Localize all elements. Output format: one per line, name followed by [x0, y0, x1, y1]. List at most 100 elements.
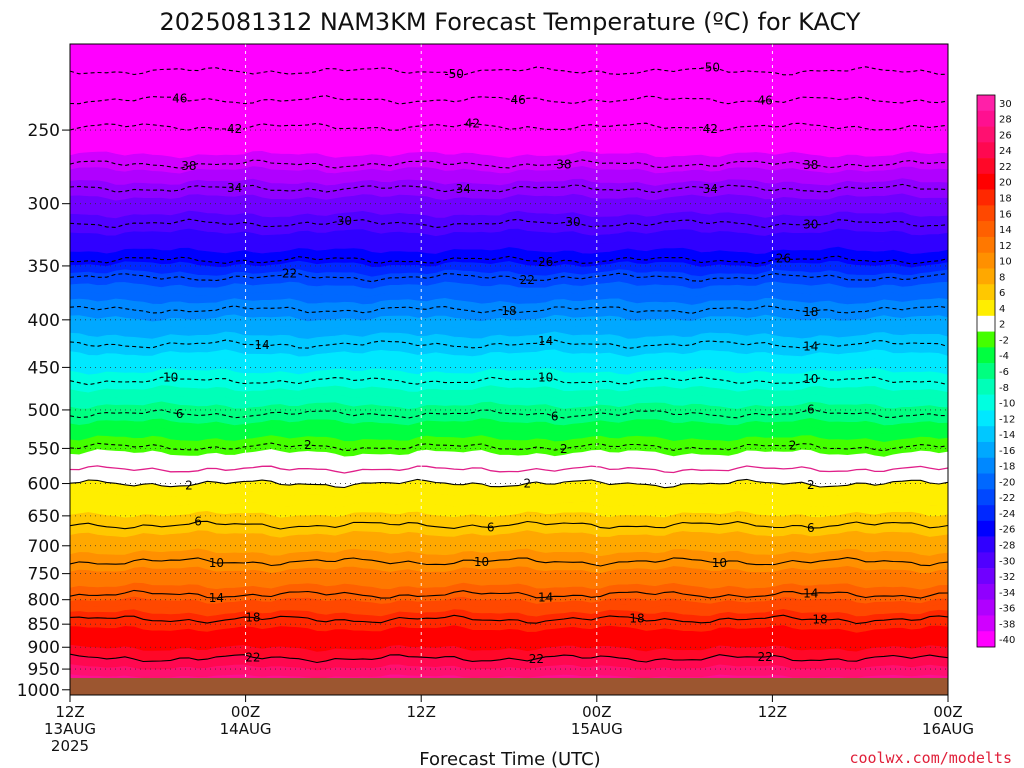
isotherm-label: 42: [465, 116, 480, 130]
colorbar-label: 30: [999, 99, 1012, 110]
isotherm-label: 42: [227, 122, 242, 136]
colorbar-label: -32: [999, 572, 1015, 583]
colorbar-cell: [977, 568, 995, 585]
y-tick-label: 950: [28, 660, 60, 680]
y-tick-label: 400: [28, 311, 60, 331]
isotherm-label: 18: [501, 304, 516, 318]
y-tick-label: 1000: [17, 681, 60, 701]
isotherm-label: 14: [254, 338, 269, 352]
colorbar-cell: [977, 236, 995, 254]
x-tick-label: 12Z: [55, 703, 84, 721]
isotherm-label: 2: [807, 478, 815, 492]
isotherm-label: 10: [803, 372, 818, 386]
isotherm-label: 6: [487, 521, 495, 535]
colorbar-cell: [977, 142, 995, 159]
isotherm-label: 22: [245, 650, 260, 664]
colorbar-label: -2: [999, 335, 1009, 346]
colorbar-label: 24: [999, 146, 1012, 157]
isotherm-label: -50: [700, 61, 720, 75]
colorbar-cell: [977, 300, 995, 317]
colorbar-cell: [977, 378, 995, 395]
colorbar-label: -4: [999, 351, 1009, 362]
x-tick-label: 00Z: [582, 703, 611, 721]
isotherm-line: [70, 122, 948, 132]
isotherm-label: 14: [803, 339, 818, 353]
y-tick-label: 600: [28, 475, 60, 495]
isotherm-label: 30: [803, 217, 818, 231]
isotherm-label: 2: [185, 479, 193, 493]
colorbar-cell: [977, 173, 995, 190]
colorbar-label: 18: [999, 194, 1012, 205]
colorbar-label: 12: [999, 241, 1012, 252]
y-tick-label: 750: [28, 565, 60, 585]
isotherm-label: 42: [703, 122, 718, 136]
isotherm-line: [70, 218, 948, 229]
isotherm-label: 22: [520, 273, 535, 287]
x-tick-label: 14AUG: [220, 720, 272, 738]
colorbar-label: -22: [999, 493, 1015, 504]
colorbar-cell: [977, 536, 995, 553]
x-axis-title: Forecast Time (UTC): [419, 749, 600, 768]
colorbar-cell: [977, 394, 995, 411]
isotherm-label: 6: [194, 515, 202, 529]
colorbar-label: 16: [999, 209, 1012, 220]
isotherm-label: 34: [456, 182, 471, 196]
colorbar-cell: [977, 473, 995, 490]
colorbar-label: 2: [999, 320, 1005, 331]
zero-isotherm: [70, 465, 948, 474]
chart-title: 2025081312 NAM3KM Forecast Temperature (…: [160, 8, 861, 36]
isotherm-label: 6: [551, 409, 559, 423]
isotherm-label: 18: [812, 612, 827, 626]
x-tick-label: 12Z: [758, 703, 787, 721]
isotherm-label: 18: [803, 305, 818, 319]
isotherm-label: 22: [529, 652, 544, 666]
y-tick-label: 350: [28, 257, 60, 277]
colorbar-label: 26: [999, 130, 1012, 141]
colorbar-cell: [977, 410, 995, 427]
colorbar-cell: [977, 331, 995, 348]
colorbar-cell: [977, 457, 995, 474]
colorbar-label: 6: [999, 288, 1005, 299]
isotherm-label: 34: [703, 182, 718, 196]
isotherm-label: 38: [556, 157, 571, 171]
y-tick-label: 500: [28, 401, 60, 421]
isotherm-label: 14: [538, 590, 553, 604]
colorbar-cell: [977, 599, 995, 616]
colorbar-cell: [977, 284, 995, 301]
isotherm-label: 2: [789, 439, 797, 453]
colorbar-label: -16: [999, 446, 1015, 457]
isotherm-label: 2: [304, 438, 312, 452]
isotherm-label: 34: [227, 181, 242, 195]
x-tick-label: 2025: [51, 737, 89, 755]
plot-frame: [69, 43, 949, 696]
isotherm-label: 6: [807, 521, 815, 535]
isotherm-label: -50: [444, 67, 464, 81]
isotherm-label: 30: [565, 215, 580, 229]
colorbar-label: 20: [999, 178, 1012, 189]
isotherm-label: 6: [807, 403, 815, 417]
isotherm-line: [70, 520, 948, 530]
x-tick-label: 16AUG: [922, 720, 974, 738]
colorbar-label: 8: [999, 272, 1005, 283]
colorbar-cell: [977, 347, 995, 364]
isotherm-label: 46: [511, 93, 526, 107]
colorbar-cell: [977, 252, 995, 269]
colorbar-cell: [977, 268, 995, 285]
y-tick-label: 900: [28, 638, 60, 658]
colorbar-label: -14: [999, 430, 1015, 441]
isotherm-label: 10: [474, 555, 489, 569]
colorbar-label: -36: [999, 604, 1015, 615]
colorbar-label: 28: [999, 115, 1012, 126]
isotherm-label: 10: [209, 556, 224, 570]
isotherm-label: 22: [757, 650, 772, 664]
colorbar-cell: [977, 552, 995, 569]
y-tick-label: 250: [28, 121, 60, 141]
isotherm-label: 10: [538, 371, 553, 385]
isotherm-label: 2: [560, 442, 568, 456]
y-tick-label: 850: [28, 615, 60, 635]
colorbar-label: -20: [999, 477, 1015, 488]
